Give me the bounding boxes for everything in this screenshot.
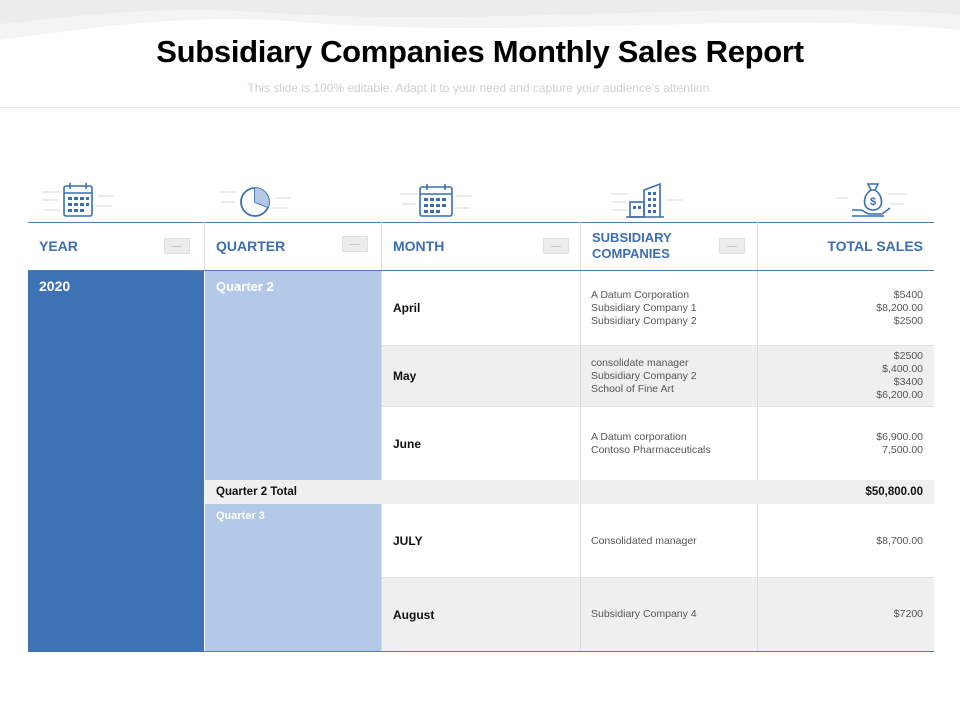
company-name: Contoso Pharmaceuticals (591, 443, 711, 456)
sales-value: $8,200.00 (876, 301, 923, 314)
company-name: School of Fine Art (591, 382, 674, 395)
company-name: Subsidiary Company 4 (591, 608, 697, 620)
row-divider (382, 406, 934, 407)
column-divider (757, 271, 758, 480)
table-bottom-rule (28, 651, 934, 652)
table-row: May consolidate manager Subsidiary Compa… (382, 346, 934, 406)
company-name: Subsidiary Company 2 (591, 369, 697, 382)
header-subsidiary-companies: SUBSIDIARY COMPANIES (581, 222, 757, 270)
header-divider (0, 107, 960, 108)
sales-value: $8,700.00 (876, 534, 923, 547)
year-value: 2020 (39, 278, 71, 294)
month-cell: August (393, 607, 435, 622)
month-cell: April (393, 301, 421, 315)
quarter-3-label: Quarter 3 (216, 510, 265, 522)
header-subsidiary-line1: SUBSIDIARY (592, 230, 672, 245)
header-total-sales: TOTAL SALES (827, 238, 923, 254)
sales-cell: $7200 (894, 578, 923, 651)
row-divider (382, 345, 934, 346)
company-name: Subsidiary Company 1 (591, 301, 697, 314)
companies-cell: Subsidiary Company 4 (591, 578, 697, 651)
table-row: August Subsidiary Company 4 $7200 (382, 578, 934, 651)
sales-cell: $5400 $8,200.00 $2500 (876, 271, 923, 345)
table-header-rule (28, 270, 934, 271)
column-divider (381, 271, 382, 480)
month-cell: May (393, 369, 417, 383)
page-title: Subsidiary Companies Monthly Sales Repor… (156, 34, 804, 69)
column-divider (580, 222, 581, 270)
company-name: Subsidiary Company 2 (591, 314, 697, 327)
header-placeholder-box (164, 238, 190, 254)
header-placeholder-box (543, 238, 569, 254)
buildings-icon (608, 180, 684, 222)
month-cell: June (393, 436, 422, 451)
column-divider (580, 504, 581, 651)
column-divider (381, 222, 382, 270)
money-bag-hand-icon: $ (834, 180, 910, 222)
sales-value: $6,200.00 (876, 389, 923, 401)
calendar-icon (40, 180, 116, 222)
header-month: MONTH (393, 238, 445, 254)
column-divider (757, 504, 758, 651)
header-placeholder-box (342, 236, 368, 252)
header-subsidiary-line2: COMPANIES (592, 246, 670, 261)
column-divider (580, 271, 581, 504)
companies-cell: consolidate manager Subsidiary Company 2… (591, 346, 697, 406)
sales-cell: $6,900.00 7,500.00 (876, 407, 923, 480)
table-top-rule (28, 222, 934, 223)
sales-value: $5400 (893, 288, 923, 301)
sales-cell: $8,700.00 (876, 504, 923, 578)
companies-cell: Consolidated manager (591, 504, 697, 578)
sales-table: YEAR QUARTER MONTH SUBSIDIARY COMPANIES … (28, 222, 934, 652)
calendar-grid-icon (398, 180, 474, 222)
quarter-2-total-label: Quarter 2 Total (205, 480, 579, 504)
quarter-2-cell: Quarter 2 (205, 271, 381, 480)
sales-value: $2500 (893, 314, 923, 327)
pie-chart-icon (217, 180, 293, 222)
sales-value: $7200 (893, 608, 923, 620)
table-row: June A Datum corporation Contoso Pharmac… (382, 407, 934, 480)
column-divider (204, 222, 205, 270)
table-row: JULY Consolidated manager $8,700.00 (382, 504, 934, 578)
companies-cell: A Datum Corporation Subsidiary Company 1… (591, 271, 697, 345)
sales-value: $,400.00 (882, 363, 923, 375)
row-divider (382, 577, 934, 578)
header-quarter: QUARTER (216, 238, 286, 254)
company-name: consolidate manager (591, 356, 689, 369)
page-subtitle: This slide is 100% editable. Adapt it to… (247, 81, 713, 95)
sales-value: $2500 (893, 350, 923, 362)
company-name: A Datum corporation (591, 430, 687, 443)
companies-cell: A Datum corporation Contoso Pharmaceutic… (591, 407, 711, 480)
sales-value: $3400 (893, 376, 923, 388)
sales-value: 7,500.00 (882, 443, 923, 456)
sales-cell: $2500 $,400.00 $3400 $6,200.00 (876, 346, 923, 406)
header-year: YEAR (39, 238, 78, 254)
header-placeholder-box (719, 238, 745, 254)
svg-text:$: $ (870, 196, 876, 208)
table-row: April A Datum Corporation Subsidiary Com… (382, 271, 934, 345)
quarter-2-label: Quarter 2 (216, 279, 274, 294)
sales-value: $6,900.00 (876, 430, 923, 443)
year-cell: 2020 (28, 271, 204, 652)
company-name: Consolidated manager (591, 534, 697, 547)
quarter-3-cell: Quarter 3 (205, 504, 381, 651)
header-background (0, 0, 960, 40)
month-cell: JULY (393, 534, 423, 548)
column-divider (381, 504, 382, 651)
company-name: A Datum Corporation (591, 288, 690, 301)
column-divider (757, 222, 758, 270)
quarter-2-total-value: $50,800.00 (581, 480, 934, 504)
